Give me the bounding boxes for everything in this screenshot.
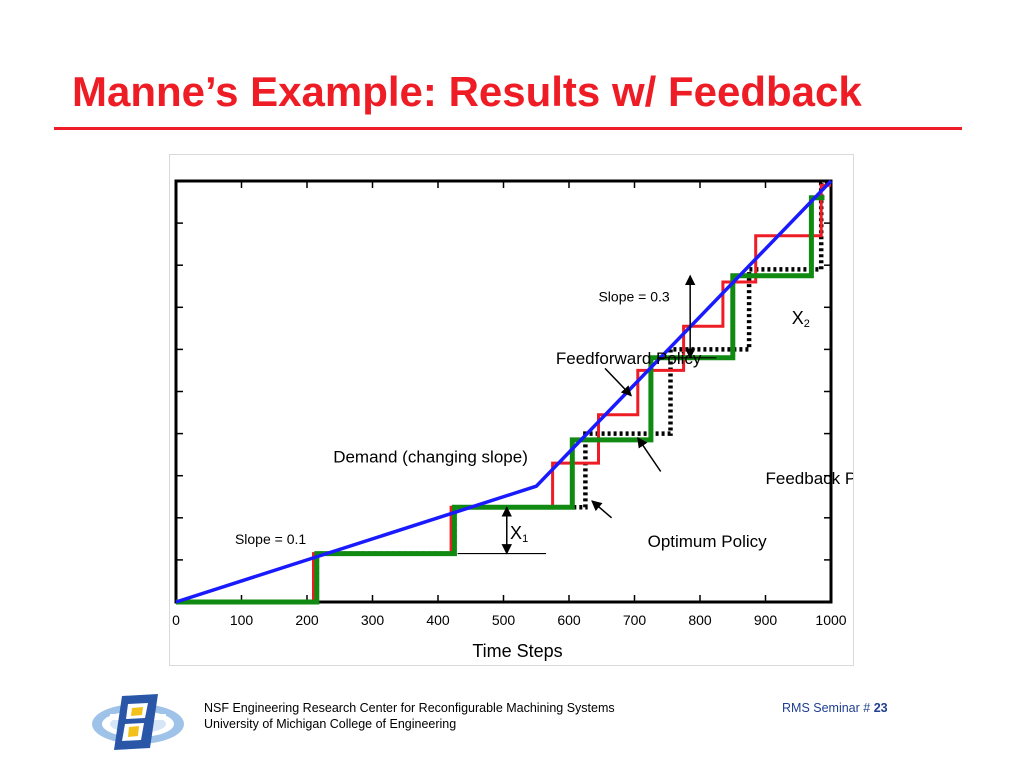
x-tick-label: 700 (623, 612, 647, 628)
annotation-feedforward-policy: Feedforward Policy (556, 349, 702, 368)
x-tick-label: 300 (361, 612, 385, 628)
feedforward-arrow (604, 367, 632, 397)
x-tick-label: 100 (230, 612, 254, 628)
footer-org-line2: University of Michigan College of Engine… (204, 717, 457, 731)
seminar-text: RMS Seminar # (782, 701, 874, 715)
annotation-feedback-policy: Feedback Policy (766, 469, 854, 488)
slide-number: 23 (873, 701, 888, 715)
annotation-x2: X2 (792, 308, 810, 330)
seminar-label: RMS Seminar # 23 (782, 701, 888, 715)
chart-frame: 0204060801001201401601802000100200300400… (169, 154, 854, 666)
annotation-demand-changing-slope-: Demand (changing slope) (333, 448, 528, 467)
x-tick-label: 900 (754, 612, 778, 628)
annotation-optimum-policy: Optimum Policy (648, 532, 768, 551)
x-tick-label: 200 (295, 612, 319, 628)
rms-logo-icon (92, 694, 184, 750)
x-tick-label: 1000 (815, 612, 846, 628)
annotation-slope-0-1: Slope = 0.1 (235, 531, 306, 547)
demand-line (175, 179, 833, 604)
x-tick-label: 0 (172, 612, 180, 628)
x-tick-label: 400 (426, 612, 450, 628)
annotation-slope-0-3: Slope = 0.3 (598, 289, 669, 305)
title-rule (54, 127, 962, 130)
step-chart: 0204060801001201401601802000100200300400… (170, 173, 854, 661)
optimum-arrow (591, 500, 613, 519)
feedback-arrow (637, 436, 662, 472)
slide-title: Manne’s Example: Results w/ Feedback (72, 68, 862, 115)
annotation-x1: X1 (510, 523, 528, 545)
x-tick-label: 500 (492, 612, 516, 628)
feedback-line (176, 195, 825, 605)
x-axis-label: Time Steps (472, 641, 562, 661)
footer-org-line1: NSF Engineering Research Center for Reco… (204, 701, 615, 715)
x-tick-label: 600 (557, 612, 581, 628)
x-tick-label: 800 (688, 612, 712, 628)
